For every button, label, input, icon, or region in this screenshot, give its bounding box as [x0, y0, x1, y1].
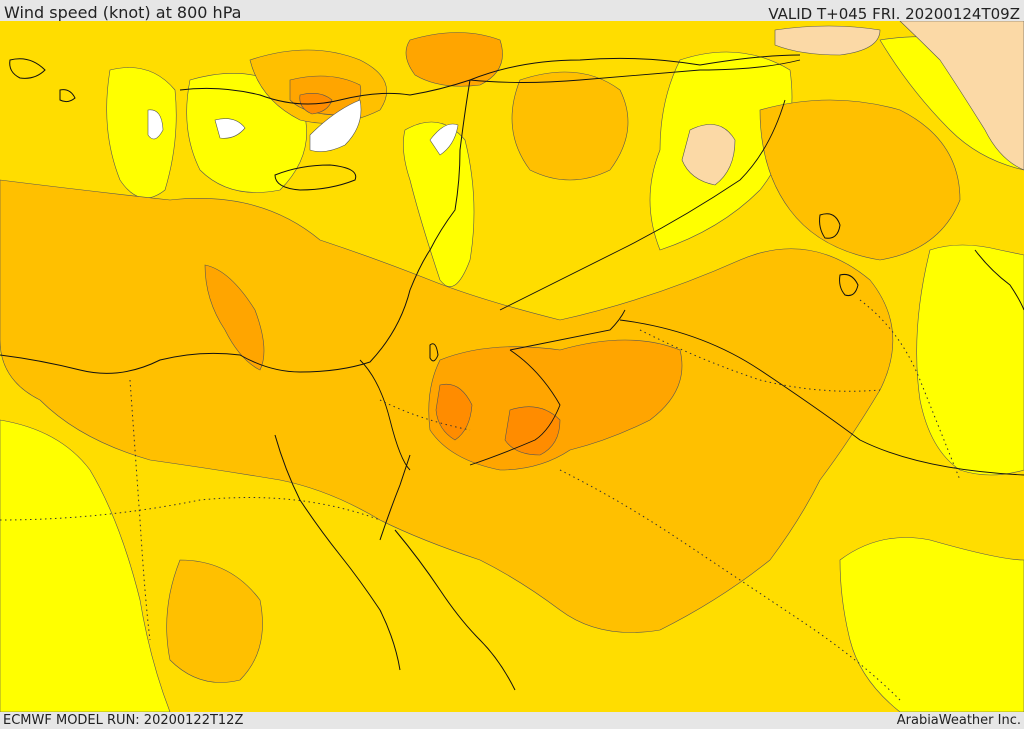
dotted-boundary-6	[859, 299, 961, 481]
fill-band-white-4	[147, 109, 164, 140]
border-jordan-iraq	[499, 99, 786, 311]
dotted-boundary-2	[129, 379, 151, 641]
fill-band-orange-north	[405, 32, 503, 87]
coastline-dead-sea	[429, 343, 439, 362]
fill-band-darkorange-2	[504, 406, 561, 456]
valid-time: VALID T+045 FRI. 20200124T09Z	[768, 5, 1020, 23]
fill-band-lightorange-south	[166, 559, 263, 683]
fill-band-darkorange-1	[435, 383, 473, 441]
fill-band-lightyellow-north-1	[106, 67, 177, 199]
title-bar: Wind speed (knot) at 800 hPa VALID T+045…	[0, 0, 1024, 23]
wind-speed-map	[0, 21, 1024, 712]
fill-band-white-3	[214, 118, 246, 139]
fill-band-tan-topright	[774, 25, 881, 56]
fill-band-lightyellow-south	[0, 419, 171, 712]
fill-band-lightyellow-levant	[403, 121, 475, 287]
coastline-cyprus	[274, 164, 357, 191]
map-title: Wind speed (knot) at 800 hPa	[4, 3, 242, 22]
fill-band-lightyellow-east	[916, 244, 1024, 476]
fill-band-tan-mid	[681, 124, 736, 186]
coastline-red-sea-west	[274, 434, 401, 671]
fill-band-lightyellow-southeast	[839, 537, 1024, 712]
coastline-gulf-of-aqaba	[379, 454, 411, 541]
border-jordan-saudi	[509, 309, 626, 351]
border-jordan-west	[469, 349, 561, 466]
fill-band-tan-ne	[899, 21, 1024, 171]
fill-band-orange-central	[428, 339, 683, 471]
dotted-boundary-5	[379, 399, 471, 431]
border-syria-turkey	[469, 59, 801, 83]
model-run-label: ECMWF MODEL RUN: 20200122T12Z	[3, 713, 244, 728]
coastline-persian-gulf	[974, 249, 1024, 311]
dotted-boundary-1	[0, 497, 381, 521]
coastline-lake-habbaniyah	[839, 274, 859, 296]
fill-band-white-2	[429, 123, 459, 156]
coastline-aegean-islands	[9, 58, 76, 103]
coastline-lake-tharthar	[819, 213, 841, 239]
fill-band-white-1	[309, 99, 362, 152]
footer-bar: ECMWF MODEL RUN: 20200122T12Z ArabiaWeat…	[0, 712, 1024, 729]
coastline-mediterranean	[0, 79, 471, 374]
fill-band-orange-west	[204, 264, 265, 371]
dotted-boundary-4	[639, 329, 881, 392]
fill-band-lightorange-ne	[759, 99, 961, 261]
credit-label: ArabiaWeather Inc.	[896, 713, 1021, 728]
coastline-turkey-south	[179, 54, 801, 105]
border-iraq-saudi	[619, 319, 1024, 476]
dotted-boundary-3	[559, 469, 901, 701]
fill-band-lightorange-topmid	[511, 71, 629, 181]
border-egypt-sudan-lat	[359, 359, 411, 471]
coastline-red-sea-east	[394, 529, 516, 691]
